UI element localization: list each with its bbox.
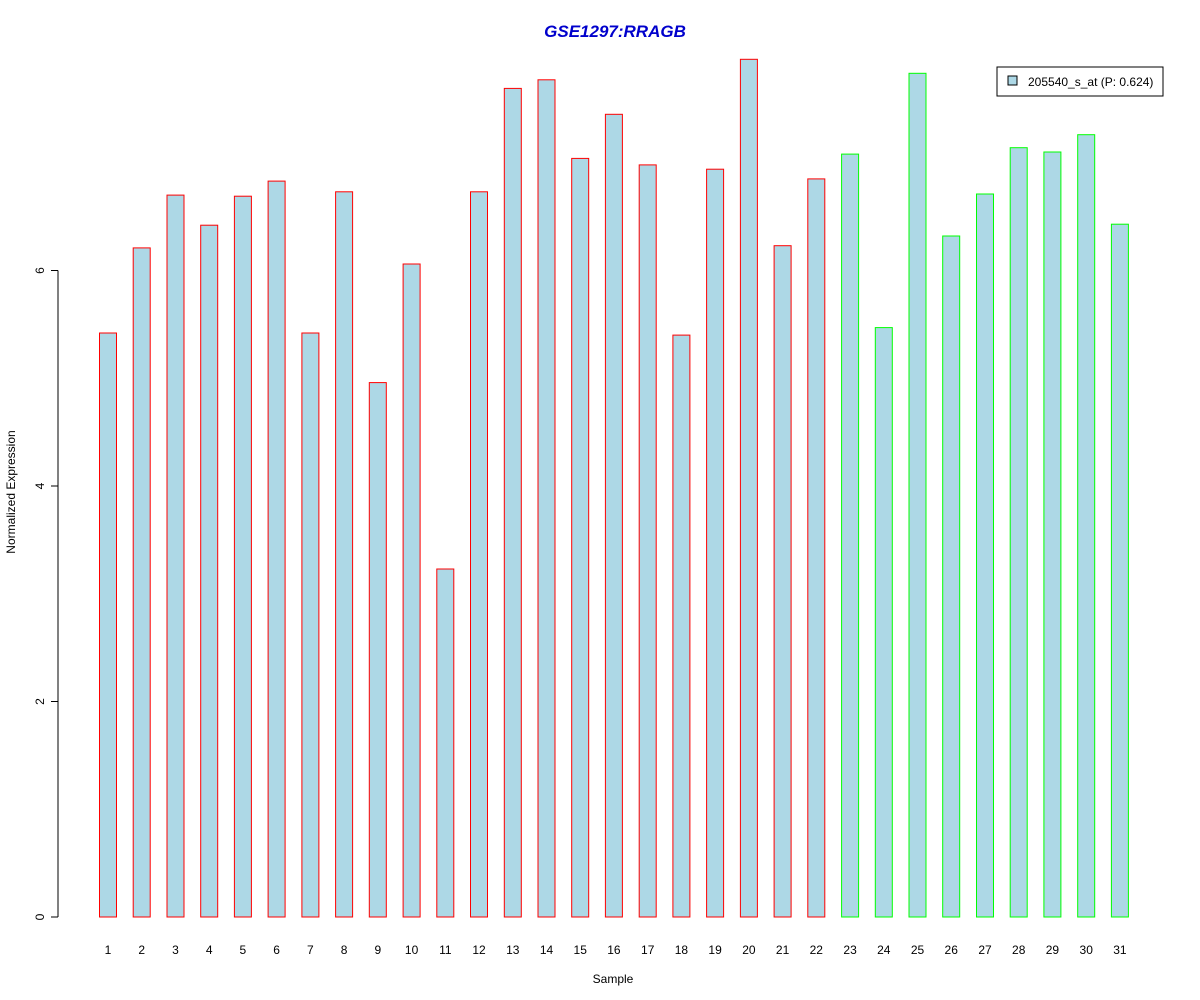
x-tick-label: 17 <box>641 943 655 957</box>
bar-sample-19 <box>706 168 725 918</box>
x-tick-label: 15 <box>574 943 588 957</box>
bar-sample-15 <box>571 157 590 918</box>
bar-sample-31 <box>1110 223 1129 918</box>
bar-sample-11 <box>436 568 455 918</box>
bar-sample-30 <box>1077 134 1096 918</box>
bar-sample-25 <box>908 72 927 918</box>
x-tick-label: 14 <box>540 943 554 957</box>
bar-sample-21 <box>773 245 792 918</box>
x-tick-label: 30 <box>1080 943 1094 957</box>
x-tick-label: 16 <box>607 943 621 957</box>
bar-sample-23 <box>841 153 860 918</box>
bar-sample-24 <box>874 327 893 918</box>
legend-swatch <box>1007 75 1018 86</box>
bar-sample-7 <box>301 332 320 918</box>
bars-layer <box>99 58 1129 918</box>
x-tick-label: 13 <box>506 943 520 957</box>
bar-sample-27 <box>976 193 994 918</box>
bar-sample-18 <box>672 334 691 918</box>
y-tick-label: 0 <box>33 913 47 920</box>
bar-sample-10 <box>402 263 421 918</box>
x-tick-label: 1 <box>105 943 112 957</box>
legend: 205540_s_at (P: 0.624) <box>996 66 1164 97</box>
y-tick-label: 2 <box>33 698 47 705</box>
x-tick-label: 20 <box>742 943 756 957</box>
x-tick-label: 21 <box>776 943 790 957</box>
x-tick-label: 9 <box>374 943 381 957</box>
x-tick-label: 28 <box>1012 943 1026 957</box>
bar-sample-16 <box>604 113 623 918</box>
x-tick-label: 12 <box>472 943 486 957</box>
legend-box <box>996 66 1164 97</box>
x-tick-label: 4 <box>206 943 213 957</box>
x-tick-label: 18 <box>675 943 689 957</box>
x-tick-label: 25 <box>911 943 925 957</box>
y-tick-label: 4 <box>33 482 47 489</box>
x-tick-label: 5 <box>240 943 247 957</box>
bar-sample-22 <box>807 178 826 918</box>
x-tick-label: 31 <box>1113 943 1127 957</box>
bar-sample-20 <box>739 58 758 918</box>
x-tick-label: 26 <box>945 943 959 957</box>
x-tick-label: 2 <box>138 943 145 957</box>
legend-label: 205540_s_at (P: 0.624) <box>1028 75 1153 89</box>
y-tick-label: 6 <box>33 267 47 274</box>
x-tick-label: 10 <box>405 943 419 957</box>
x-tick-label: 7 <box>307 943 314 957</box>
x-tick-label: 29 <box>1046 943 1060 957</box>
bar-sample-13 <box>503 87 522 918</box>
bar-sample-26 <box>942 235 961 918</box>
bar-sample-2 <box>132 247 151 918</box>
bar-sample-3 <box>166 194 185 918</box>
x-tick-label: 3 <box>172 943 179 957</box>
x-tick-label: 22 <box>810 943 824 957</box>
x-tick-label: 19 <box>708 943 722 957</box>
bar-sample-29 <box>1043 151 1062 918</box>
y-axis: 0 2 4 6 <box>33 267 59 920</box>
chart-title: GSE1297:RRAGB <box>544 22 686 41</box>
y-axis-label: Normalized Expression <box>4 430 18 553</box>
bar-sample-28 <box>1009 147 1028 918</box>
x-axis-label: Sample <box>593 972 634 986</box>
bar-sample-5 <box>233 195 252 918</box>
x-tick-label: 24 <box>877 943 891 957</box>
bar-sample-6 <box>267 180 286 918</box>
bar-sample-8 <box>335 191 354 918</box>
x-tick-label: 8 <box>341 943 348 957</box>
bar-sample-12 <box>470 191 488 918</box>
x-tick-label: 11 <box>439 943 452 957</box>
x-tick-label: 23 <box>843 943 857 957</box>
bar-sample-14 <box>537 79 556 918</box>
bar-sample-17 <box>638 164 657 918</box>
x-tick-label: 6 <box>273 943 280 957</box>
bar-sample-1 <box>99 332 117 918</box>
x-tick-labels: 1 2 3 4 5 6 7 8 9 10 11 12 13 14 15 16 17 18 19 20 21 22 23 24 2… <box>105 943 1127 957</box>
bar-sample-9 <box>368 382 387 918</box>
bar-sample-4 <box>200 224 219 918</box>
x-tick-label: 27 <box>978 943 992 957</box>
